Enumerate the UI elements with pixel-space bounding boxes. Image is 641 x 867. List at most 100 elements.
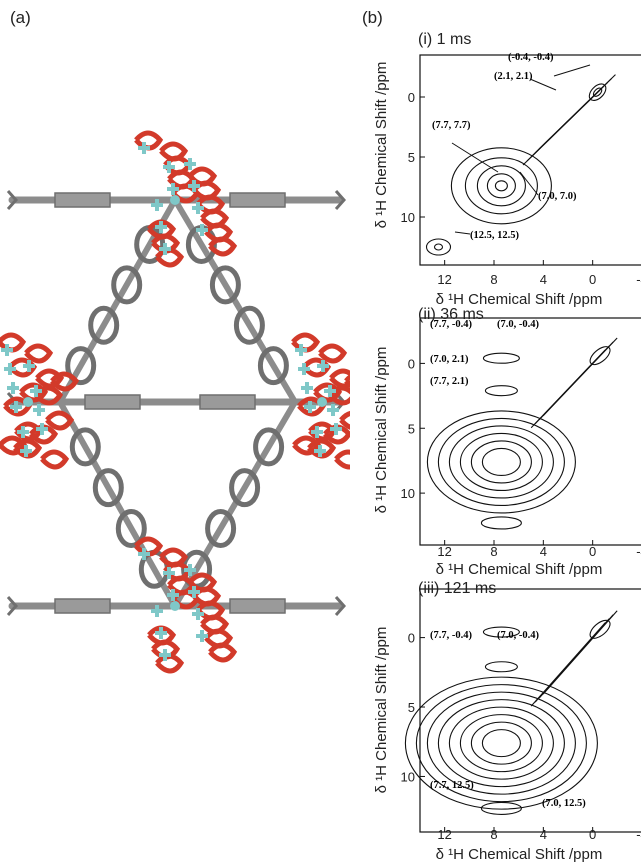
- panel-title: (ii) 36 ms: [418, 306, 484, 323]
- y-tick-label: 10: [401, 210, 415, 225]
- peak-pointer: [519, 171, 539, 196]
- peak-pointer: [451, 142, 499, 173]
- rod-end: [334, 190, 347, 210]
- contour: [530, 82, 608, 158]
- y-axis-label: δ ¹H Chemical Shift /ppm: [373, 347, 390, 514]
- y-tick-label: 5: [408, 150, 415, 165]
- x-axis-label: δ ¹H Chemical Shift /ppm: [436, 561, 603, 578]
- peak-label: (7.0, 2.1): [430, 354, 469, 365]
- peak-label: (7.0, -0.4): [497, 630, 539, 641]
- mof-structure-image: [0, 130, 350, 674]
- panel-title: (iii) 121 ms: [418, 580, 496, 597]
- x-tick-label: 12: [437, 272, 451, 287]
- linker-chain: [57, 400, 178, 608]
- contour: [482, 626, 520, 638]
- phenyl-ring: [54, 598, 111, 614]
- contour: [437, 417, 565, 507]
- contour: [448, 425, 554, 499]
- phenyl-ring: [199, 394, 256, 410]
- peak-label: (7.0, 7.0): [538, 191, 577, 202]
- y-tick-label: 5: [408, 421, 415, 436]
- contour-lines: [404, 610, 618, 815]
- contour: [425, 238, 452, 256]
- contour: [526, 86, 604, 162]
- phenyl-ring: [115, 508, 147, 548]
- contour: [538, 74, 616, 150]
- x-tick-label: 12: [437, 827, 451, 842]
- linker-chain: [172, 198, 298, 404]
- contour: [538, 341, 614, 421]
- phenyl-ring: [233, 305, 265, 345]
- zr-cluster: [134, 130, 238, 268]
- x-tick-label: 4: [540, 827, 547, 842]
- contour: [448, 706, 554, 780]
- contour: [459, 432, 543, 492]
- phenyl-ring: [111, 265, 143, 305]
- zr-cluster: [291, 332, 350, 470]
- contour: [470, 440, 532, 484]
- phenyl-ring: [229, 598, 286, 614]
- contour: [486, 173, 516, 199]
- contour: [480, 801, 522, 815]
- nmr-panel-3: (iii) 121 ms 12 8 4 0 -4 0 5 10 δ ¹H Chemical Shi…: [373, 580, 641, 863]
- panel-a-label: (a): [10, 8, 31, 27]
- contour: [464, 157, 538, 215]
- x-axis-label: δ ¹H Chemical Shift /ppm: [436, 846, 603, 863]
- peak-pointer: [454, 231, 471, 235]
- zr-cluster: [134, 536, 238, 674]
- contour: [480, 516, 522, 530]
- plot-frame: [419, 54, 641, 266]
- contour: [522, 90, 600, 166]
- contour: [476, 165, 526, 207]
- contour-lines: [425, 74, 616, 256]
- contour: [589, 346, 611, 366]
- y-tick-label: 0: [408, 631, 415, 646]
- contour: [482, 352, 520, 364]
- x-tick-label: 0: [589, 272, 596, 287]
- contour: [542, 610, 618, 695]
- contour: [530, 622, 606, 707]
- phenyl-ring: [69, 427, 101, 467]
- contour: [484, 661, 518, 673]
- contour: [494, 180, 508, 192]
- contour-lines: [426, 337, 618, 530]
- contour: [481, 729, 521, 758]
- contour: [481, 447, 521, 477]
- phenyl-ring: [229, 192, 286, 208]
- contour: [534, 78, 612, 154]
- peak-label: (12.5, 12.5): [470, 230, 519, 241]
- nmr-panel-2: (ii) 36 ms 12 8 4 0 -4 0 5 10 δ ¹H Chemical Shift…: [373, 306, 641, 578]
- contour: [404, 676, 598, 810]
- x-tick-label: 8: [490, 272, 497, 287]
- contour: [437, 699, 565, 788]
- contour: [538, 614, 614, 699]
- phenyl-ring: [209, 265, 241, 305]
- y-tick-label: 10: [401, 486, 415, 501]
- peak-label: (7.7, 7.7): [432, 120, 471, 131]
- y-tick-label: 0: [408, 356, 415, 371]
- y-tick-label: 5: [408, 700, 415, 715]
- phenyl-ring: [92, 468, 124, 508]
- x-tick-label: 12: [437, 544, 451, 559]
- nmr-panel-1: (i) 1 ms 12 8 4 0 -4 0 5 10 δ ¹H Chemical Shift /…: [373, 31, 641, 308]
- peak-label: (7.7, 2.1): [430, 376, 469, 387]
- x-tick-label: 8: [490, 544, 497, 559]
- x-tick-label: 4: [540, 544, 547, 559]
- contour: [534, 345, 610, 425]
- contour: [592, 87, 603, 97]
- phenyl-ring: [65, 346, 97, 386]
- contour: [589, 619, 611, 639]
- y-axis-label: δ ¹H Chemical Shift /ppm: [373, 62, 390, 229]
- x-tick-label: 8: [490, 827, 497, 842]
- panel-b-label: (b): [362, 8, 383, 27]
- contour: [484, 385, 518, 397]
- x-tick-label: -4: [636, 272, 641, 287]
- phenyl-ring: [84, 394, 141, 410]
- x-tick-label: 0: [589, 544, 596, 559]
- contour: [534, 618, 610, 703]
- phenyl-ring: [257, 346, 289, 386]
- x-tick-label: -4: [636, 544, 641, 559]
- contour: [459, 714, 543, 773]
- peak-label: (7.0, -0.4): [497, 319, 539, 330]
- rod-end: [6, 190, 19, 210]
